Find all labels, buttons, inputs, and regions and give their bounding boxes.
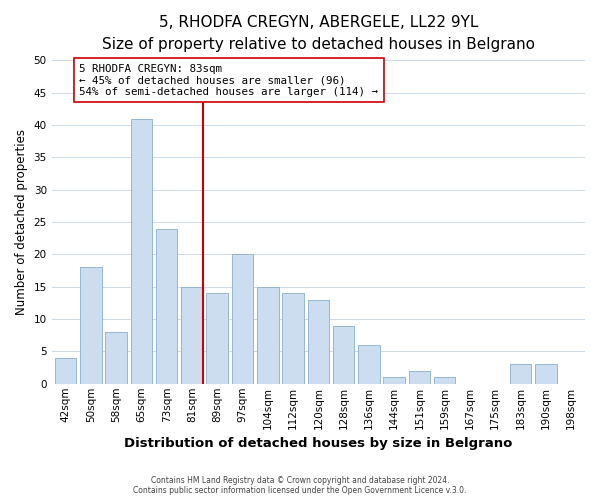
Bar [156, 228, 178, 384]
Bar [308, 300, 329, 384]
Text: 5 RHODFA CREGYN: 83sqm
← 45% of detached houses are smaller (96)
54% of semi-det: 5 RHODFA CREGYN: 83sqm ← 45% of detached… [79, 64, 379, 96]
Bar [257, 286, 278, 384]
Bar [55, 358, 76, 384]
Title: 5, RHODFA CREGYN, ABERGELE, LL22 9YL
Size of property relative to detached house: 5, RHODFA CREGYN, ABERGELE, LL22 9YL Siz… [102, 15, 535, 52]
Bar [409, 371, 430, 384]
Bar [358, 345, 380, 384]
Bar [510, 364, 531, 384]
Bar [206, 293, 228, 384]
Bar [434, 378, 455, 384]
Bar [283, 293, 304, 384]
Y-axis label: Number of detached properties: Number of detached properties [15, 129, 28, 315]
Bar [333, 326, 355, 384]
Bar [535, 364, 557, 384]
Bar [232, 254, 253, 384]
Bar [80, 268, 101, 384]
X-axis label: Distribution of detached houses by size in Belgrano: Distribution of detached houses by size … [124, 437, 512, 450]
Bar [131, 118, 152, 384]
Bar [106, 332, 127, 384]
Bar [181, 286, 203, 384]
Bar [383, 378, 405, 384]
Text: Contains HM Land Registry data © Crown copyright and database right 2024.
Contai: Contains HM Land Registry data © Crown c… [133, 476, 467, 495]
